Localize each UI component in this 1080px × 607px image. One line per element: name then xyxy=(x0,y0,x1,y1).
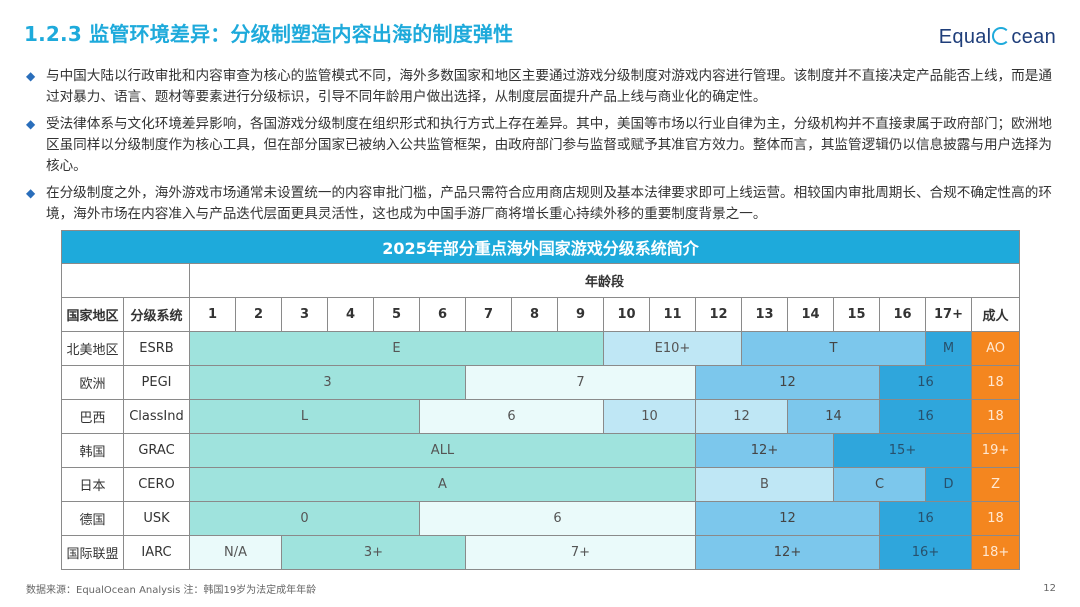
system-cell: ESRB xyxy=(123,331,190,366)
logo-text-start: Equal xyxy=(938,26,992,48)
table-title: 2025年部分重点海外国家游戏分级系统简介 xyxy=(60,230,1021,264)
rating-band: 12+ xyxy=(695,535,880,570)
rating-band: 16 xyxy=(879,365,972,400)
rating-band: 10 xyxy=(603,399,696,434)
rating-band: C xyxy=(833,467,926,502)
rating-band: 7 xyxy=(465,365,696,400)
logo-text-end: cean xyxy=(1011,26,1056,48)
diamond-bullet-icon: ◆ xyxy=(26,186,36,200)
rating-band: L xyxy=(189,399,420,434)
rating-band: 6 xyxy=(419,501,696,536)
age-header-cell: 2 xyxy=(235,297,282,332)
table-row: 巴西 ClassInd L 6 10 12 14 16 18 xyxy=(61,399,1021,434)
age-header-cell: 8 xyxy=(511,297,558,332)
bullet-text: 在分级制度之外，海外游戏市场通常未设置统一的内容审批门槛，产品只需符合应用商店规… xyxy=(46,185,1052,222)
rating-band: D xyxy=(925,467,972,502)
rating-band: E10+ xyxy=(603,331,742,366)
age-header-cell: 17+ xyxy=(925,297,972,332)
table-corner xyxy=(61,263,190,298)
rating-band: ALL xyxy=(189,433,696,468)
table-row: 国际联盟 IARC N/A 3+ 7+ 12+ 16+ 18+ xyxy=(61,535,1021,570)
bullet-text: 受法律体系与文化环境差异影响，各国游戏分级制度在组织形式和执行方式上存在差异。其… xyxy=(46,116,1052,174)
age-header-cell: 12 xyxy=(695,297,742,332)
country-cell: 国际联盟 xyxy=(61,535,124,570)
age-header-cell: 14 xyxy=(787,297,834,332)
bullet-text: 与中国大陆以行政审批和内容审查为核心的监管模式不同，海外多数国家和地区主要通过游… xyxy=(46,68,1052,105)
table-row: 北美地区 ESRB E E10+ T M AO xyxy=(61,331,1021,366)
age-header-cell: 10 xyxy=(603,297,650,332)
table-row: 日本 CERO A B C D Z xyxy=(61,467,1021,502)
country-cell: 欧洲 xyxy=(61,365,124,400)
source-note: 数据来源：EqualOcean Analysis 注：韩国19岁为法定成年年龄 xyxy=(26,585,317,596)
rating-band: 16 xyxy=(879,399,972,434)
system-cell: USK xyxy=(123,501,190,536)
diamond-bullet-icon: ◆ xyxy=(26,69,36,83)
age-header-cell: 13 xyxy=(741,297,788,332)
rating-band: T xyxy=(741,331,926,366)
rating-band: E xyxy=(189,331,604,366)
age-header-cell: 成人 xyxy=(970,297,1021,332)
system-column-header: 分级系统 xyxy=(123,297,190,332)
rating-band: 12 xyxy=(695,365,880,400)
bullet-list: ◆ 与中国大陆以行政审批和内容审查为核心的监管模式不同，海外多数国家和地区主要通… xyxy=(26,66,1058,231)
table-row: 韩国 GRAC ALL 12+ 15+ 19+ xyxy=(61,433,1021,468)
age-header-cell: 4 xyxy=(327,297,374,332)
age-header-cell: 3 xyxy=(281,297,328,332)
rating-band: 7+ xyxy=(465,535,696,570)
age-header-cell: 16 xyxy=(879,297,926,332)
rating-band: 6 xyxy=(419,399,604,434)
country-cell: 北美地区 xyxy=(61,331,124,366)
system-cell: PEGI xyxy=(123,365,190,400)
rating-band: 12 xyxy=(695,399,788,434)
rating-band: 18+ xyxy=(970,535,1021,570)
rating-band: 14 xyxy=(787,399,880,434)
age-header-cell: 9 xyxy=(557,297,604,332)
system-cell: GRAC xyxy=(123,433,190,468)
page-number: 12 xyxy=(1043,583,1056,594)
rating-band: A xyxy=(189,467,696,502)
system-cell: ClassInd xyxy=(123,399,190,434)
system-cell: IARC xyxy=(123,535,190,570)
age-header-cell: 1 xyxy=(189,297,236,332)
age-header-cell: 15 xyxy=(833,297,880,332)
country-cell: 德国 xyxy=(61,501,124,536)
rating-band: 12 xyxy=(695,501,880,536)
country-cell: 日本 xyxy=(61,467,124,502)
page-title: 1.2.3 监管环境差异：分级制塑造内容出海的制度弹性 xyxy=(24,22,514,46)
rating-band: 18 xyxy=(970,399,1021,434)
rating-band: B xyxy=(695,467,834,502)
table-row: 欧洲 PEGI 3 7 12 16 18 xyxy=(61,365,1021,400)
rating-band: 19+ xyxy=(970,433,1021,468)
brand-logo: Equal cean xyxy=(939,26,1056,49)
country-column-header: 国家地区 xyxy=(61,297,124,332)
rating-band: M xyxy=(925,331,972,366)
age-group-header: 年龄段 xyxy=(188,263,1021,298)
rating-band: 18 xyxy=(970,501,1021,536)
system-cell: CERO xyxy=(123,467,190,502)
rating-band: 12+ xyxy=(695,433,834,468)
bullet-item: ◆ 在分级制度之外，海外游戏市场通常未设置统一的内容审批门槛，产品只需符合应用商… xyxy=(26,183,1058,225)
diamond-bullet-icon: ◆ xyxy=(26,117,36,131)
country-cell: 巴西 xyxy=(61,399,124,434)
rating-band: 16+ xyxy=(879,535,972,570)
rating-band: 0 xyxy=(189,501,420,536)
rating-band: 18 xyxy=(970,365,1021,400)
age-header-cell: 7 xyxy=(465,297,512,332)
rating-band: 3+ xyxy=(281,535,466,570)
bullet-item: ◆ 受法律体系与文化环境差异影响，各国游戏分级制度在组织形式和执行方式上存在差异… xyxy=(26,114,1058,177)
age-header-cell: 5 xyxy=(373,297,420,332)
rating-band: AO xyxy=(970,331,1021,366)
rating-band: 3 xyxy=(189,365,466,400)
rating-band: Z xyxy=(970,467,1021,502)
table-row: 德国 USK 0 6 12 16 18 xyxy=(61,501,1021,536)
age-header-cell: 11 xyxy=(649,297,696,332)
rating-band: 15+ xyxy=(833,433,972,468)
country-cell: 韩国 xyxy=(61,433,124,468)
rating-band: 16 xyxy=(879,501,972,536)
rating-band: N/A xyxy=(189,535,282,570)
age-header-cell: 6 xyxy=(419,297,466,332)
bullet-item: ◆ 与中国大陆以行政审批和内容审查为核心的监管模式不同，海外多数国家和地区主要通… xyxy=(26,66,1058,108)
logo-o-icon xyxy=(992,27,1011,45)
